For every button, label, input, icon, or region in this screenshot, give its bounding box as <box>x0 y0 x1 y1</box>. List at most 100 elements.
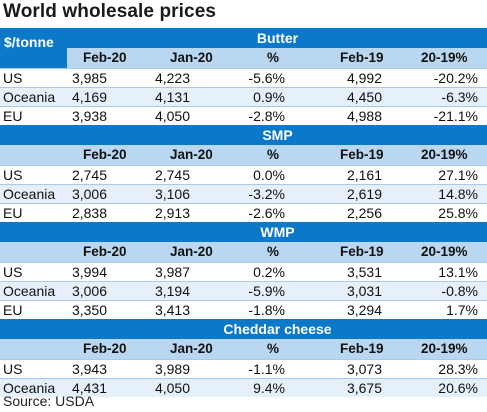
table-row: EU 3,350 3,413 -1.8% 3,294 1.7% <box>0 300 487 319</box>
price-cell: 3,073 <box>346 361 382 377</box>
region-label: US <box>3 70 23 86</box>
section-band: WMP <box>0 222 487 242</box>
column-header: Jan-20 <box>170 341 213 356</box>
column-header: Feb-20 <box>83 341 127 356</box>
column-header-row: Feb-20 Jan-20% Feb-19 20-19% <box>0 242 487 262</box>
table-row: Oceania 3,006 3,106 -3.2% 2,619 14.8% <box>0 184 487 203</box>
price-cell: 4,223 <box>154 70 190 86</box>
price-cell: 2,619 <box>346 186 382 202</box>
price-cell: 3,413 <box>154 302 190 318</box>
section-title: SMP <box>262 127 293 143</box>
price-cell: -2.8% <box>248 108 285 124</box>
column-header: 20-19% <box>421 50 468 65</box>
price-cell: 3,006 <box>71 186 107 202</box>
price-cell: 3,938 <box>71 108 107 124</box>
price-cell: 3,994 <box>71 264 107 280</box>
price-cell: 3,985 <box>71 70 107 86</box>
price-cell: 25.8% <box>438 205 478 221</box>
column-header: Jan-20 <box>170 244 213 259</box>
price-cell: 4,050 <box>154 380 190 396</box>
price-cell: 4,988 <box>346 108 382 124</box>
price-cell: 14.8% <box>438 186 478 202</box>
region-label: EU <box>3 205 23 221</box>
price-cell: 3,106 <box>154 186 190 202</box>
price-cell: 1.7% <box>446 302 478 318</box>
column-header: % <box>267 341 280 356</box>
price-cell: -21.1% <box>433 108 478 124</box>
table-row: US 3,943 3,989 -1.1% 3,073 28.3% <box>0 359 487 378</box>
price-cell: 4,431 <box>71 380 107 396</box>
price-cell: 4,992 <box>346 70 382 86</box>
price-cell: 3,987 <box>154 264 190 280</box>
column-header: % <box>267 147 280 162</box>
table-row: EU 3,938 4,050 -2.8% 4,988 -21.1% <box>0 106 487 125</box>
page-title: World wholesale prices <box>3 1 217 22</box>
section-title: WMP <box>260 224 295 240</box>
price-cell: -6.3% <box>441 89 478 105</box>
price-cell: 27.1% <box>438 167 478 183</box>
column-header: Feb-19 <box>340 50 384 65</box>
column-header: Feb-20 <box>83 50 127 65</box>
price-cell: 4,050 <box>154 108 190 124</box>
unit-label: $/tonne <box>0 28 67 68</box>
price-cell: 3,989 <box>154 361 190 377</box>
region-label: Oceania <box>3 380 56 396</box>
table-row: US 3,985 4,223 -5.6% 4,992 -20.2% <box>0 68 487 87</box>
price-cell: 3,031 <box>346 283 382 299</box>
price-cell: 28.3% <box>438 361 478 377</box>
price-cell: 13.1% <box>438 264 478 280</box>
table-row: Oceania 3,006 3,194 -5.9% 3,031 -0.8% <box>0 281 487 300</box>
table-row: EU 2,838 2,913 -2.6% 2,256 25.8% <box>0 203 487 222</box>
column-header: Feb-20 <box>83 244 127 259</box>
table-row: US 2,745 2,745 0.0% 2,161 27.1% <box>0 165 487 184</box>
price-cell: -0.8% <box>441 283 478 299</box>
region-label: US <box>3 264 23 280</box>
price-cell: 0.9% <box>253 89 285 105</box>
price-cell: -1.8% <box>248 302 285 318</box>
price-cell: 4,131 <box>154 89 190 105</box>
column-header: Feb-19 <box>340 341 384 356</box>
price-cell: -5.6% <box>248 70 285 86</box>
price-cell: -5.9% <box>248 283 285 299</box>
price-cell: -3.2% <box>248 186 285 202</box>
table-row: Oceania 4,431 4,050 9.4% 3,675 20.6% <box>0 378 487 397</box>
region-label: EU <box>3 108 23 124</box>
price-cell: 3,675 <box>346 380 382 396</box>
column-header-row: Feb-20 Jan-20% Feb-19 20-19% <box>0 145 487 165</box>
column-header: Jan-20 <box>170 147 213 162</box>
price-cell: 2,745 <box>71 167 107 183</box>
column-header: % <box>267 50 280 65</box>
column-header: Jan-20 <box>170 50 213 65</box>
section-title: Cheddar cheese <box>223 321 332 337</box>
section-band: Cheddar cheese <box>0 319 487 339</box>
section-band: Butter <box>0 28 487 48</box>
price-cell: -20.2% <box>433 70 478 86</box>
price-cell: -1.1% <box>248 361 285 377</box>
table-row: US 3,994 3,987 0.2% 3,531 13.1% <box>0 262 487 281</box>
price-cell: 3,531 <box>346 264 382 280</box>
region-label: US <box>3 361 23 377</box>
price-cell: -2.6% <box>248 205 285 221</box>
column-header: Feb-20 <box>83 147 127 162</box>
price-cell: 3,294 <box>346 302 382 318</box>
region-label: US <box>3 167 23 183</box>
price-cell: 0.2% <box>253 264 285 280</box>
price-cell: 3,350 <box>71 302 107 318</box>
source-note: Source: USDA <box>3 393 95 409</box>
region-label: EU <box>3 302 23 318</box>
price-cell: 3,943 <box>71 361 107 377</box>
price-cell: 2,838 <box>71 205 107 221</box>
price-cell: 3,006 <box>71 283 107 299</box>
price-cell: 3,194 <box>154 283 190 299</box>
price-cell: 4,450 <box>346 89 382 105</box>
column-header-row: $/tonne Feb-20 Jan-20% Feb-19 20-19% <box>0 28 487 68</box>
column-header: 20-19% <box>421 341 468 356</box>
column-header: Feb-19 <box>340 147 384 162</box>
region-label: Oceania <box>3 283 56 299</box>
price-cell: 20.6% <box>438 380 478 396</box>
price-cell: 0.0% <box>253 167 285 183</box>
region-label: Oceania <box>3 186 56 202</box>
price-cell: 4,169 <box>71 89 107 105</box>
price-cell: 2,161 <box>346 167 382 183</box>
price-cell: 2,745 <box>154 167 190 183</box>
